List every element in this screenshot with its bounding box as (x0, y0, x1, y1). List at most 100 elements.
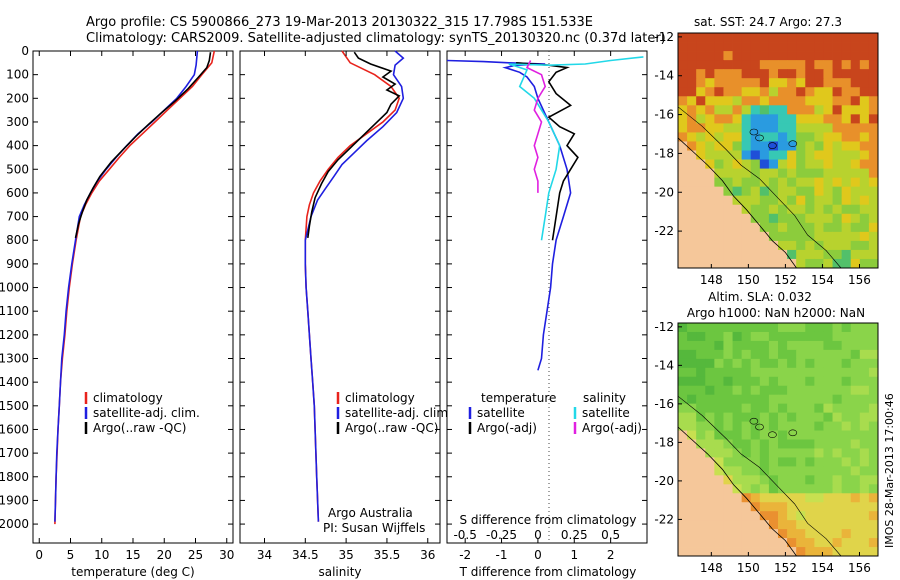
salinity-lines (304, 50, 405, 522)
temperature-xtick-label: 0 (35, 548, 43, 562)
sla-map-cell (696, 538, 706, 548)
depth-tick-label: 1400 (0, 375, 29, 389)
sla-map-cell (723, 349, 733, 360)
sla-map-cell (850, 367, 861, 378)
sla-map-cell (796, 547, 806, 557)
sla-map-cell (705, 520, 715, 530)
sla-map-cell (868, 538, 879, 548)
sst-map-cell (678, 78, 688, 88)
sla-map-cell (850, 421, 861, 431)
sst-map-cell (732, 96, 743, 106)
sst-map-cell (768, 69, 779, 79)
sla-map-cell (741, 475, 752, 485)
sla-map-cell (750, 493, 761, 503)
sst-map-cell (832, 114, 843, 124)
sst-map-cell (678, 123, 688, 133)
sla-map-cell (714, 475, 724, 485)
sla-map-cell (723, 403, 733, 414)
sst-map-cell (696, 33, 706, 43)
sla-map-cell (723, 475, 733, 485)
sla-map-cell (723, 538, 733, 548)
sla-map-cell (678, 484, 688, 494)
sla-map-cell (868, 484, 879, 494)
sst-map-cell (750, 249, 761, 260)
salinity-annotation-1: Argo Australia (328, 506, 413, 520)
sst-map-cell (832, 222, 843, 233)
sst-map-cell (732, 222, 743, 233)
sla-map-cell (841, 385, 852, 396)
sla-map-cell (723, 331, 733, 342)
sla-map-cell (687, 493, 697, 503)
sst-map-cell (723, 168, 733, 179)
sst-map-cell (868, 168, 879, 179)
sla-map-cell (841, 475, 852, 485)
sla-map-cell (723, 502, 733, 512)
sla-map-cell (741, 421, 752, 431)
sst-map-cell (778, 96, 788, 106)
sla-map-cell (778, 502, 788, 512)
sla-map-cell (768, 367, 779, 378)
sst-map-cell (832, 195, 843, 206)
sla-map-cell (741, 340, 752, 351)
sst-map-cell (814, 96, 824, 106)
sla-map-cell (732, 547, 743, 557)
sla-map-cell (750, 367, 761, 378)
sla-map-cell (705, 439, 715, 449)
sla-map-cell (696, 430, 706, 440)
sst-map-cell (778, 249, 788, 260)
salinity-axes-frame (239, 50, 441, 544)
sst-map-cell (741, 141, 752, 151)
sla-map-cell (832, 412, 843, 422)
sst-map-cell (678, 33, 688, 43)
depth-tick-label: 700 (6, 210, 29, 224)
depth-tick-label: 0 (21, 44, 29, 58)
sst-map-ytick-label: -12 (654, 30, 674, 44)
sst-map-cell (850, 231, 861, 242)
sst-map-cell (868, 69, 879, 79)
sla-map-cell (723, 466, 733, 476)
sst-map-cell (696, 132, 706, 142)
difference-top-label: S difference from climatology (460, 513, 637, 527)
sla-map-ytick-label: -18 (654, 435, 674, 449)
sla-map-cell (787, 323, 797, 333)
sla-map-cell (732, 331, 743, 342)
sst-map-cell (741, 51, 752, 61)
sla-map-cell (768, 358, 779, 369)
legend-header-temperature: temperature (481, 391, 556, 405)
sla-map-cell (778, 421, 788, 431)
sla-map-cell (696, 520, 706, 530)
sst-map-cell (832, 150, 843, 160)
sla-map-cell (832, 457, 843, 467)
sla-map-cell (732, 376, 743, 387)
sst-map-cell (768, 150, 779, 160)
temperature-axes-frame (32, 50, 234, 544)
sst-map-shelf-contour (677, 106, 842, 269)
sst-map-cell (696, 204, 706, 215)
sst-map-cell (696, 87, 706, 97)
sla-map-cell (868, 520, 879, 530)
sla-map-cell (759, 520, 770, 530)
sst-map-cell (714, 168, 724, 179)
sla-map-cell (778, 484, 788, 494)
sst-map-cell (778, 87, 788, 97)
sst-map-cell (678, 114, 688, 124)
sst-map-cell (768, 222, 779, 233)
sla-map-cell (687, 385, 697, 396)
sst-map-cell (696, 249, 706, 260)
sla-map-cell (759, 493, 770, 503)
sst-map-cell (805, 96, 815, 106)
sst-map-cell (805, 123, 815, 133)
sla-map-cell (868, 376, 879, 387)
sla-map-cell (741, 466, 752, 476)
sst-map-cell (696, 258, 706, 269)
sst-map-cell (787, 78, 797, 88)
sla-map-cell (741, 457, 752, 467)
sst-map-cell (859, 222, 870, 233)
sla-map-cell (805, 367, 815, 378)
sst-map-cell (787, 177, 797, 188)
sla-map-cell (850, 466, 861, 476)
sst-map-cell (859, 123, 870, 133)
sst-map-cell (805, 105, 815, 115)
sst-map-cell (705, 195, 715, 206)
sst-map-cell (841, 186, 852, 197)
